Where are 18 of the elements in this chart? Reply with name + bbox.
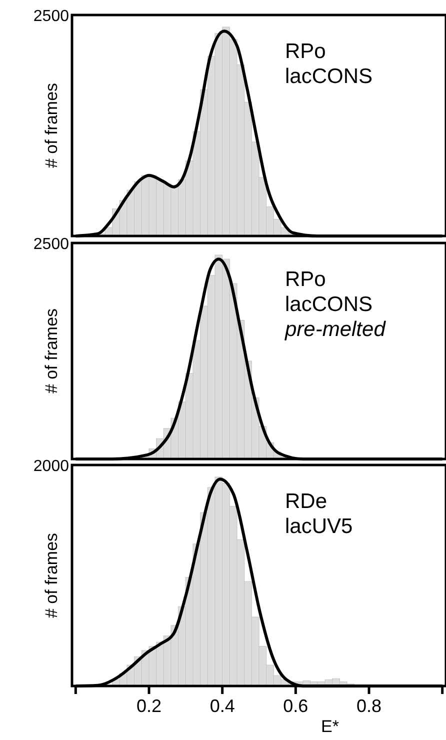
annotation: RPo (285, 268, 326, 291)
x-axis-title: E* (321, 717, 340, 736)
x-tick-label: 0.8 (356, 696, 382, 716)
x-tick-label: 0.4 (210, 696, 235, 716)
text: 2500 (33, 236, 70, 253)
annotation: lacCONS (285, 293, 373, 316)
annotation: RPo (285, 40, 326, 63)
annotation: lacUV5 (285, 515, 353, 538)
x-tick-label: 0.2 (136, 696, 162, 716)
annotation: pre-melted (284, 318, 387, 341)
y-axis-title: # of frames (42, 308, 61, 394)
text: 2500 (33, 8, 70, 25)
x-tick-label: 0.6 (283, 696, 308, 716)
y-axis-title: # of frames (42, 82, 61, 168)
annotation: lacCONS (285, 65, 373, 88)
text: 2000 (33, 458, 70, 475)
y-axis-title: # of frames (42, 532, 61, 618)
annotation: RDe (285, 490, 328, 513)
